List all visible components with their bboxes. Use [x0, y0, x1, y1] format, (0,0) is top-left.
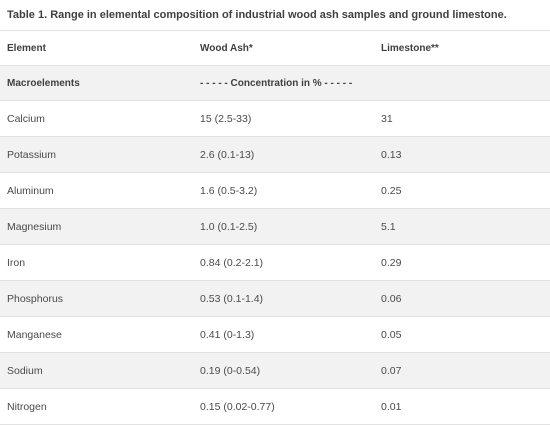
cell-wood-ash: 0.15 (0.02-0.77) — [193, 388, 374, 424]
cell-element: Iron — [0, 244, 193, 281]
cell-element: Potassium — [0, 136, 193, 173]
table-row: Magnesium 1.0 (0.1-2.5) 5.1 — [0, 208, 550, 245]
column-header-limestone: Limestone** — [374, 30, 550, 66]
header-row: Element Wood Ash* Limestone** — [0, 30, 550, 66]
table-row: Calcium 15 (2.5-33) 31 — [0, 100, 550, 137]
cell-element: Phosphorus — [0, 280, 193, 317]
cell-element: Sodium — [0, 352, 193, 389]
cell-element: Magnesium — [0, 208, 193, 245]
cell-element: Manganese — [0, 316, 193, 353]
table-row: Aluminum 1.6 (0.5-3.2) 0.25 — [0, 172, 550, 209]
cell-limestone: 0.07 — [374, 352, 550, 389]
cell-wood-ash: 15 (2.5-33) — [193, 100, 374, 137]
cell-wood-ash: 0.53 (0.1-1.4) — [193, 280, 374, 317]
cell-wood-ash: 0.19 (0-0.54) — [193, 352, 374, 389]
cell-wood-ash: 1.6 (0.5-3.2) — [193, 172, 374, 209]
column-header-element: Element — [0, 30, 193, 66]
cell-wood-ash: 0.84 (0.2-2.1) — [193, 244, 374, 281]
table-row: Phosphorus 0.53 (0.1-1.4) 0.06 — [0, 280, 550, 317]
cell-limestone: 0.06 — [374, 280, 550, 317]
cell-element: Aluminum — [0, 172, 193, 209]
column-header-wood-ash: Wood Ash* — [193, 30, 374, 66]
subheader-note: - - - - - Concentration in % - - - - - — [193, 65, 374, 101]
table-container: Table 1. Range in elemental composition … — [0, 9, 550, 425]
cell-limestone: 0.25 — [374, 172, 550, 209]
table-row: Sodium 0.19 (0-0.54) 0.07 — [0, 352, 550, 389]
cell-limestone: 0.05 — [374, 316, 550, 353]
cell-limestone: 0.01 — [374, 388, 550, 424]
table-row: Iron 0.84 (0.2-2.1) 0.29 — [0, 244, 550, 281]
cell-limestone: 5.1 — [374, 208, 550, 245]
subheader-row: Macroelements - - - - - Concentration in… — [0, 65, 550, 101]
table-row: Nitrogen 0.15 (0.02-0.77) 0.01 — [0, 388, 550, 424]
cell-limestone: 0.13 — [374, 136, 550, 173]
subheader-empty — [374, 65, 550, 101]
composition-table: Element Wood Ash* Limestone** Macroeleme… — [0, 30, 550, 424]
cell-wood-ash: 1.0 (0.1-2.5) — [193, 208, 374, 245]
table-row: Potassium 2.6 (0.1-13) 0.13 — [0, 136, 550, 173]
cell-element: Nitrogen — [0, 388, 193, 424]
cell-element: Calcium — [0, 100, 193, 137]
subheader-label: Macroelements — [0, 65, 193, 101]
table-caption: Table 1. Range in elemental composition … — [7, 9, 507, 21]
table-row: Manganese 0.41 (0-1.3) 0.05 — [0, 316, 550, 353]
cell-wood-ash: 2.6 (0.1-13) — [193, 136, 374, 173]
cell-limestone: 31 — [374, 100, 550, 137]
cell-wood-ash: 0.41 (0-1.3) — [193, 316, 374, 353]
cell-limestone: 0.29 — [374, 244, 550, 281]
